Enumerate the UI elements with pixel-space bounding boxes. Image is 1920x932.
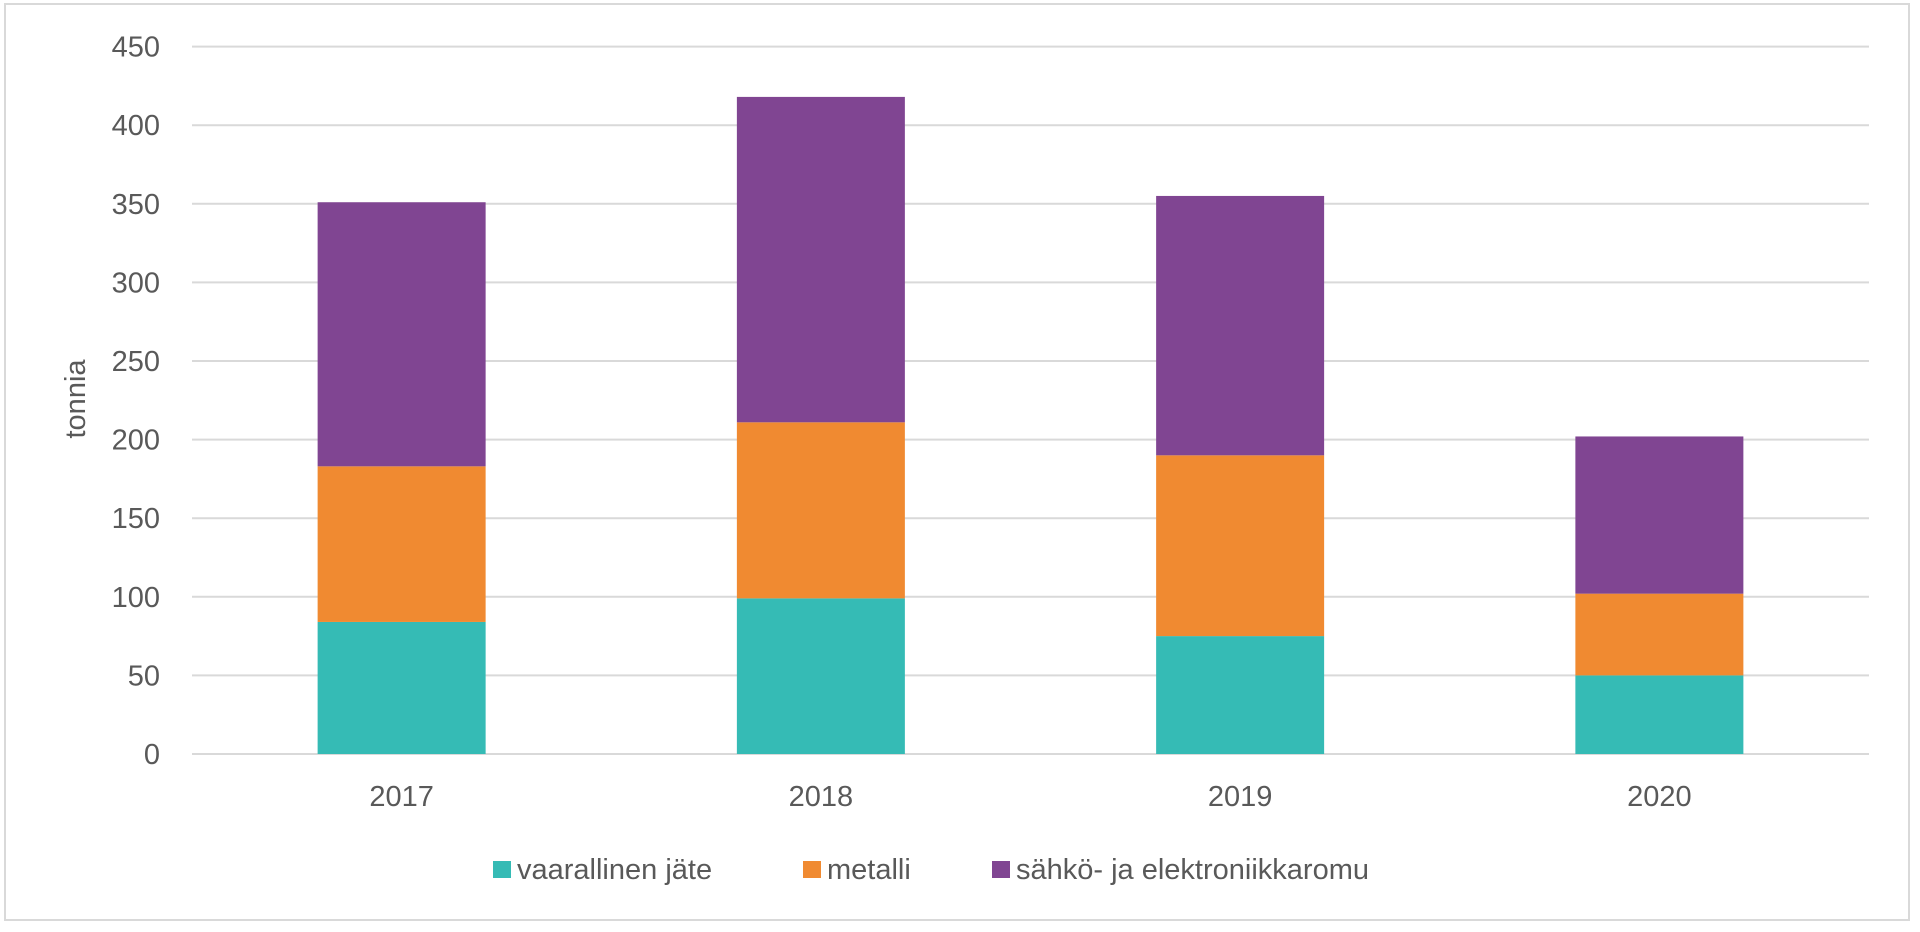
y-tick-label: 100 — [112, 582, 160, 614]
y-tick-label: 50 — [128, 660, 160, 692]
bar-segment-2020-series-2 — [1575, 436, 1744, 594]
bar-stack-2019 — [1156, 195, 1325, 754]
bar-segment-2018-series-1 — [736, 422, 905, 599]
legend-label: sähkö- ja elektroniikkaromu — [1016, 854, 1369, 886]
y-tick-label: 450 — [112, 32, 160, 64]
bar-segment-2017-series-1 — [317, 466, 486, 622]
x-tick-label: 2018 — [789, 781, 854, 813]
legend-label: metalli — [827, 854, 911, 886]
legend-item: sähkö- ja elektroniikkaromu — [992, 854, 1369, 886]
bar-stack-2018 — [736, 96, 905, 754]
legend-label: vaarallinen jäte — [517, 854, 712, 886]
legend-swatch-icon — [992, 861, 1010, 878]
y-tick-label: 350 — [112, 189, 160, 221]
bar-segment-2020-series-1 — [1575, 593, 1744, 676]
legend-item: vaarallinen jäte — [493, 854, 712, 886]
legend-item: metalli — [803, 854, 911, 886]
y-axis-ticks: 0 50 100 150 200 250 300 350 400 450 — [112, 32, 160, 771]
legend-swatch-icon — [493, 861, 511, 878]
bar-segment-2017-series-2 — [317, 202, 486, 467]
bar-stack-2017 — [317, 202, 486, 754]
bar-segment-2019-series-0 — [1156, 636, 1325, 754]
bar-segment-2017-series-0 — [317, 621, 486, 754]
x-tick-label: 2020 — [1627, 781, 1692, 813]
y-axis-title: tonnia — [60, 359, 92, 439]
bar-stack-2020 — [1575, 436, 1744, 754]
y-tick-label: 300 — [112, 267, 160, 299]
bar-segment-2018-series-0 — [736, 598, 905, 754]
legend: vaarallinen jäte metalli sähkö- ja elektro… — [493, 854, 1369, 886]
bars — [317, 96, 1744, 754]
x-axis-ticks: 2017 2018 2019 2020 — [369, 781, 1691, 813]
x-tick-label: 2019 — [1208, 781, 1273, 813]
x-tick-label: 2017 — [369, 781, 434, 813]
legend-swatch-icon — [803, 861, 821, 878]
bar-segment-2019-series-2 — [1156, 195, 1325, 456]
bar-segment-2018-series-2 — [736, 96, 905, 423]
bar-segment-2019-series-1 — [1156, 455, 1325, 637]
y-tick-label: 400 — [112, 110, 160, 142]
bar-segment-2020-series-0 — [1575, 675, 1744, 754]
y-tick-label: 0 — [144, 739, 160, 771]
y-tick-label: 250 — [112, 346, 160, 378]
y-tick-label: 150 — [112, 503, 160, 535]
y-tick-label: 200 — [112, 425, 160, 457]
